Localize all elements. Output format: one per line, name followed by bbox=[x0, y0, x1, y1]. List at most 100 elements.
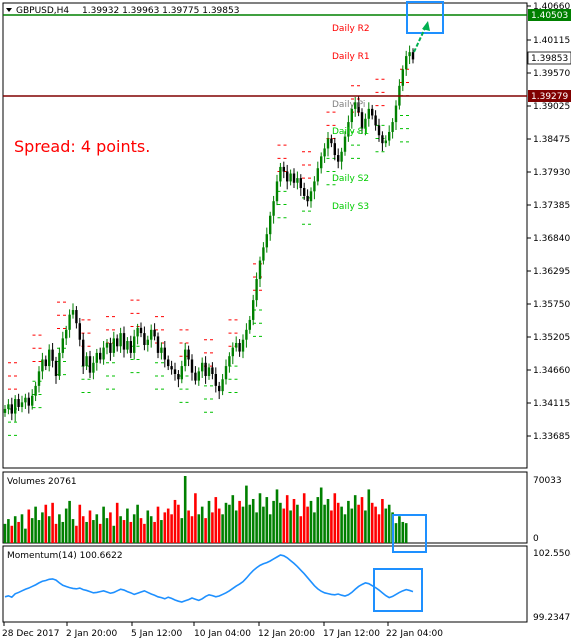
volume-bar bbox=[149, 516, 153, 543]
candle-body bbox=[313, 181, 316, 192]
candle-body bbox=[129, 341, 132, 353]
volume-bar bbox=[398, 516, 401, 543]
volume-bar bbox=[296, 504, 299, 543]
candle-body bbox=[116, 338, 119, 347]
candle-body bbox=[190, 359, 194, 373]
volume-bar bbox=[211, 512, 214, 543]
candle-body bbox=[374, 115, 377, 126]
volume-bar bbox=[85, 521, 88, 543]
candle-body bbox=[357, 102, 360, 113]
momentum-tick-max: 102.5508 bbox=[533, 549, 571, 559]
volume-bar bbox=[146, 510, 150, 543]
candle-body bbox=[337, 155, 340, 162]
candle-body bbox=[197, 371, 200, 381]
volume-bar bbox=[180, 518, 184, 543]
candle-body bbox=[146, 339, 149, 345]
volume-bar bbox=[20, 514, 24, 543]
volume-bar bbox=[313, 512, 316, 543]
volume-bar bbox=[139, 518, 143, 543]
candle-body bbox=[65, 329, 68, 339]
volume-bars bbox=[3, 476, 408, 543]
candle-body bbox=[184, 349, 187, 367]
candle-body bbox=[384, 140, 387, 144]
volume-bar bbox=[343, 514, 347, 543]
volume-bar bbox=[170, 514, 173, 543]
candle-body bbox=[401, 69, 404, 86]
momentum-panel-frame bbox=[2, 545, 528, 623]
price-tick: 1.36295 bbox=[533, 267, 570, 277]
volume-bar bbox=[68, 500, 71, 543]
candle-body bbox=[167, 359, 170, 367]
volume-bar bbox=[234, 510, 238, 543]
volume-bar bbox=[98, 523, 102, 543]
candle-body bbox=[109, 343, 112, 353]
momentum-tick-min: 99.2347 bbox=[533, 613, 570, 623]
price-tick: 1.39570 bbox=[533, 69, 570, 79]
volume-bar bbox=[7, 519, 10, 543]
price-tick: 1.36840 bbox=[533, 234, 570, 244]
candle-body bbox=[333, 143, 336, 156]
volume-bar bbox=[75, 525, 78, 543]
time-tick: 12 Jan 20:00 bbox=[258, 629, 315, 639]
volume-bar bbox=[136, 504, 139, 543]
volume-bar bbox=[306, 506, 309, 543]
candle-body bbox=[275, 181, 279, 202]
volume-tick-max: 70033 bbox=[533, 476, 562, 486]
candle-body bbox=[255, 279, 258, 301]
chevron-down-icon[interactable] bbox=[6, 8, 12, 12]
candle-body bbox=[367, 108, 370, 119]
volume-bar bbox=[228, 504, 231, 543]
volume-tick-zero: 0 bbox=[533, 534, 539, 544]
volume-bar bbox=[381, 498, 384, 543]
volume-bar bbox=[224, 502, 228, 543]
candle-body bbox=[95, 352, 98, 363]
volume-bar bbox=[323, 504, 326, 543]
time-tick: 22 Jan 04:00 bbox=[386, 629, 443, 639]
volume-bar bbox=[105, 518, 109, 543]
volume-bar bbox=[13, 516, 17, 543]
candle-body bbox=[31, 395, 34, 406]
candle-body bbox=[153, 329, 156, 337]
volume-bar bbox=[200, 506, 204, 543]
volume-bar bbox=[47, 516, 51, 543]
price-tick: 1.35750 bbox=[533, 300, 570, 310]
candle-body bbox=[316, 168, 319, 182]
price-label-green-bg bbox=[528, 9, 571, 21]
volume-bar bbox=[289, 510, 292, 543]
volume-bar bbox=[115, 502, 119, 543]
volume-bar bbox=[333, 493, 337, 543]
volume-bar bbox=[3, 523, 7, 543]
candle-body bbox=[143, 333, 146, 345]
volume-bar bbox=[163, 512, 167, 543]
candle-body bbox=[364, 118, 367, 129]
volume-bar bbox=[353, 495, 357, 543]
volume-bar bbox=[262, 506, 265, 543]
volume-bar bbox=[129, 521, 133, 543]
candle-body bbox=[34, 385, 37, 396]
candle-body bbox=[105, 343, 109, 348]
symbol-label: GBPUSD,H4 bbox=[16, 6, 69, 16]
candle-body bbox=[37, 371, 41, 386]
price-label-red-bg bbox=[528, 90, 571, 102]
candle-body bbox=[320, 156, 323, 169]
volume-bar bbox=[302, 493, 306, 543]
volume-panel-frame bbox=[2, 471, 528, 544]
candle-body bbox=[126, 341, 129, 350]
volume-bar bbox=[319, 487, 323, 543]
volume-bar bbox=[143, 523, 146, 543]
candle-body bbox=[343, 136, 347, 152]
volume-bar bbox=[166, 508, 170, 543]
candle-body bbox=[405, 56, 408, 70]
spread-annotation: Spread: 4 points. bbox=[14, 137, 150, 156]
candle-body bbox=[160, 347, 163, 353]
candle-body bbox=[51, 349, 54, 361]
candle-body bbox=[211, 367, 214, 374]
price-label-green: 1.40503 bbox=[531, 11, 568, 21]
candle-body bbox=[3, 408, 7, 413]
volume-bar bbox=[109, 512, 112, 543]
candle-body bbox=[299, 178, 302, 189]
candle-body bbox=[221, 379, 224, 392]
volume-bar bbox=[316, 497, 320, 543]
price-tick: 1.37930 bbox=[533, 168, 570, 178]
